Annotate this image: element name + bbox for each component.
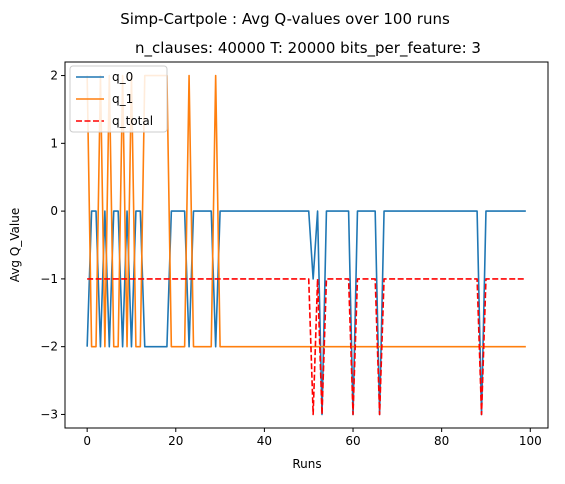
y-axis-label: Avg Q_Value: [8, 208, 22, 282]
x-tick-label: 20: [168, 434, 183, 448]
y-tick-label: 1: [50, 136, 58, 150]
x-tick-label: 40: [257, 434, 272, 448]
x-tick-label: 100: [519, 434, 542, 448]
legend-label: q_1: [112, 92, 133, 106]
x-tick-label: 0: [83, 434, 91, 448]
x-axis-label: Runs: [292, 457, 321, 471]
legend-box: [69, 65, 168, 133]
y-tick-label: −3: [40, 407, 58, 421]
x-axis: 0 20 40 60 80 100: [83, 428, 542, 448]
series-line-q-0: [86, 210, 526, 416]
legend: q_0 q_1 q_total: [69, 65, 168, 133]
legend-label: q_total: [112, 114, 153, 128]
y-axis: −3 −2 −1 0 1 2: [40, 69, 65, 421]
plot-frame: [64, 61, 549, 429]
series-line-q-total: [87, 278, 526, 416]
x-tick-label: 60: [345, 434, 360, 448]
x-tick-label: 80: [434, 434, 449, 448]
y-tick-label: 2: [50, 69, 58, 83]
legend-label: q_0: [112, 70, 133, 84]
chart-title: Simp-Cartpole : Avg Q-values over 100 ru…: [120, 10, 450, 28]
y-tick-label: −2: [40, 340, 58, 354]
y-tick-label: 0: [50, 204, 58, 218]
chart-subtitle: n_clauses: 40000 T: 20000 bits_per_featu…: [135, 39, 481, 58]
y-tick-label: −1: [40, 272, 58, 286]
